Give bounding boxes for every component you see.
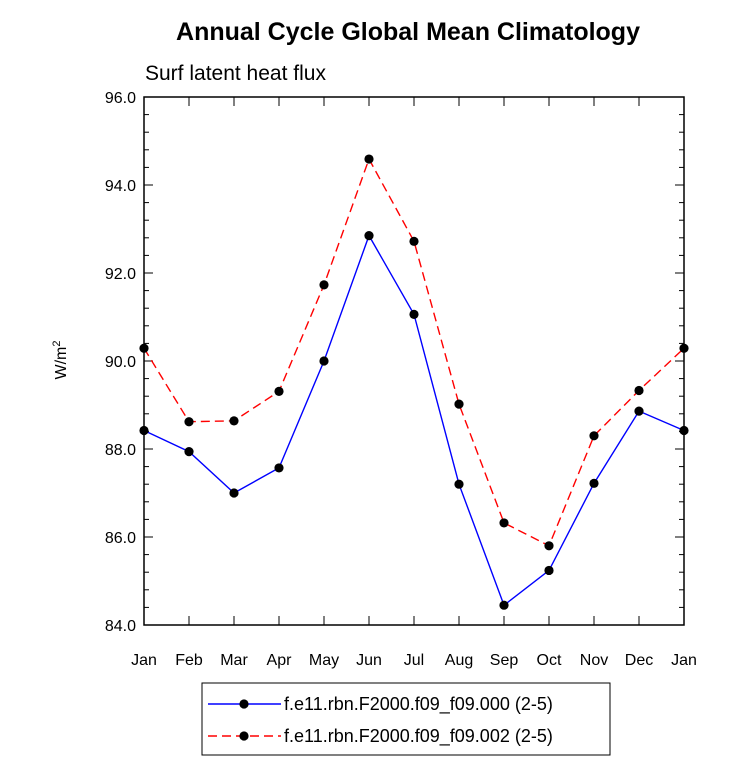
legend-marker-2 (239, 731, 249, 741)
x-tick-label: Oct (537, 652, 562, 669)
y-tick-label: 90.0 (105, 354, 136, 371)
series-line-2 (143, 157, 685, 547)
data-point (184, 417, 194, 427)
data-point (544, 565, 554, 576)
y-axis-label: W/m2 (51, 341, 70, 380)
data-point (319, 280, 329, 290)
y-tick-label: 96.0 (105, 90, 136, 107)
data-point (184, 447, 194, 457)
data-point (139, 343, 149, 353)
x-tick-label: May (309, 652, 339, 669)
data-point (589, 431, 599, 441)
data-point (454, 399, 464, 409)
legend-marker-1 (239, 699, 249, 709)
data-point (364, 154, 374, 164)
data-point (634, 385, 644, 396)
x-tick-label: Dec (625, 652, 653, 669)
legend-label-2: f.e11.rbn.F2000.f09_f09.002 (2-5) (284, 726, 553, 747)
plot-frame (143, 96, 685, 626)
data-point (409, 236, 419, 246)
series-line-1 (143, 233, 685, 607)
chart-subtitle: Surf latent heat flux (145, 62, 326, 85)
data-point (499, 600, 509, 610)
data-point (229, 488, 239, 498)
data-point (319, 356, 329, 366)
data-point (679, 425, 689, 436)
y-tick-label: 88.0 (105, 442, 136, 459)
x-tick-label: Mar (220, 652, 248, 669)
y-tick-label: 86.0 (105, 530, 136, 547)
x-tick-label: Nov (580, 652, 608, 669)
data-point (364, 231, 374, 241)
data-point (679, 343, 689, 353)
x-tick-label: Aug (445, 652, 473, 669)
legend-label-1: f.e11.rbn.F2000.f09_f09.000 (2-5) (284, 694, 553, 715)
data-point (454, 479, 464, 489)
axis-ticks: Jan Feb Mar Apr May Jun Jul Aug Sep Oct Nov Dec Jan 8… (105, 90, 697, 669)
data-point (274, 386, 284, 396)
data-point (229, 416, 239, 426)
chart-title: Annual Cycle Global Mean Climatology (176, 18, 640, 46)
data-point (589, 478, 599, 488)
legend: f.e11.rbn.F2000.f09_f09.000 (2-5) f.e11.r… (201, 682, 611, 756)
x-tick-label: Jun (356, 652, 382, 669)
data-point (139, 425, 149, 436)
data-point (499, 518, 509, 528)
legend-box (201, 682, 611, 756)
x-tick-label: Jul (404, 652, 424, 669)
x-tick-label: Apr (267, 652, 293, 669)
data-point (274, 463, 284, 473)
x-tick-label: Jan (131, 652, 157, 669)
y-tick-label: 92.0 (105, 266, 136, 283)
data-point (409, 309, 419, 319)
data-point (544, 541, 554, 551)
x-tick-label: Feb (175, 652, 203, 669)
x-tick-label: Jan (671, 652, 697, 669)
series-layer (139, 154, 689, 610)
y-tick-label: 94.0 (105, 178, 136, 195)
x-tick-label: Sep (490, 652, 519, 669)
y-tick-label: 84.0 (105, 618, 136, 635)
data-point (634, 406, 644, 416)
